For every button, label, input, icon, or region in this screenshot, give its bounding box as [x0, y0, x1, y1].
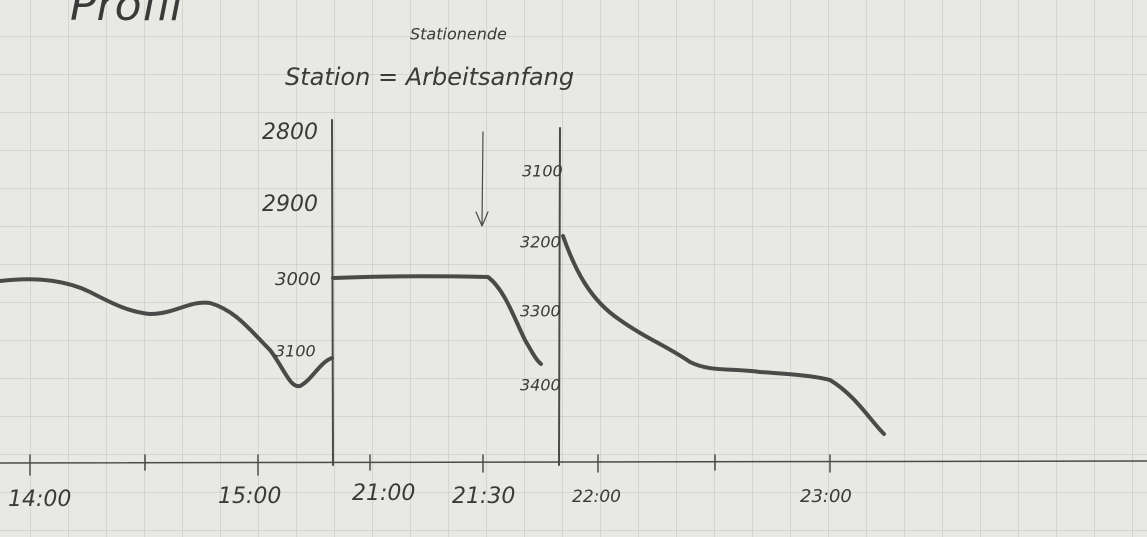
time-label: 15:00: [218, 484, 281, 509]
right-axis-labels: 3100 3200 3300 3400: [520, 162, 563, 395]
time-label: 21:00: [352, 481, 415, 506]
profile-curve: [0, 277, 334, 389]
time-label: 23:00: [800, 486, 852, 507]
left-axis-labels: 2800 2900 3000 3100: [262, 120, 321, 361]
time-ticks: [29, 454, 831, 476]
annotation: Station = Arbeitsanfang: [285, 63, 574, 91]
annotation: Stationende: [410, 25, 507, 44]
axis-label: 3100: [275, 342, 316, 361]
time-label: 14:00: [8, 487, 71, 512]
title: Profil: [70, 0, 183, 31]
time-labels: 14:00 15:00 21:00 21:30 22:00 23:00: [8, 481, 852, 512]
axis-label: 2800: [262, 120, 318, 145]
profile-curve: [331, 274, 543, 366]
axis-label: 3400: [520, 376, 561, 395]
axis-label: 2900: [262, 192, 318, 217]
time-label: 21:30: [452, 484, 515, 509]
profile-curve: [561, 234, 886, 436]
axis-label: 3000: [275, 269, 321, 290]
axis-label: 3200: [520, 233, 561, 252]
time-label: 22:00: [572, 487, 621, 507]
left-axis-line: [331, 119, 334, 466]
time-axis-line: [0, 460, 1147, 464]
right-axis-line: [558, 127, 561, 466]
axis-label: 3300: [520, 302, 561, 321]
axis-label: 3100: [522, 162, 563, 181]
arrow: [475, 131, 489, 227]
